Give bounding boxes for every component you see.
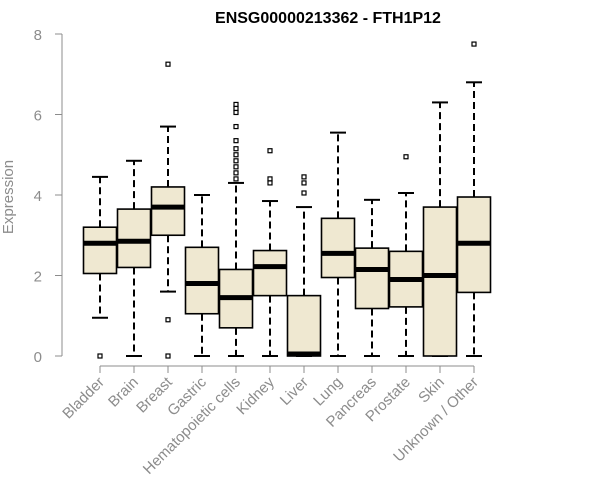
y-tick-label: 0 [34,349,42,366]
outlier-point [267,148,273,154]
outlier-point [233,123,239,130]
outlier-point [233,105,239,112]
outlier-point [233,146,239,152]
box-hematopoietic-cells [218,101,254,357]
outlier-point [301,174,307,180]
box-bladder [82,175,118,359]
box-iqr [286,294,322,357]
box-lung [320,131,356,357]
box-kidney [252,148,288,357]
outlier-point [267,176,273,182]
outlier-point [165,353,171,359]
outlier-point [233,158,239,164]
outlier-point [165,61,171,67]
box-iqr [150,186,186,237]
box-iqr [252,249,288,297]
box-breast [150,61,186,359]
outlier-point [233,176,239,182]
outlier-point [471,41,477,47]
x-tick-label: Bladder [59,374,108,423]
box-iqr [422,206,458,357]
outlier-point [301,190,307,196]
outlier-point [403,154,409,160]
outlier-point [97,353,103,359]
x-tick-label: Liver [277,374,312,409]
outlier-point [233,164,239,170]
y-tick-label: 2 [34,269,42,286]
box-iqr [116,208,152,269]
y-axis-label: Expression [0,160,17,234]
box-iqr [354,247,390,310]
outlier-point [233,109,239,116]
y-tick-label: 6 [34,108,42,125]
outlier-point [165,317,171,323]
outlier-point [233,152,239,158]
box-gastric [184,194,220,357]
y-tick-label: 8 [34,27,42,44]
box-prostate [388,154,424,357]
outlier-point [233,170,239,176]
outlier-point [267,180,273,186]
x-tick-label: Kidney [233,373,278,418]
y-axis: 0 2 4 6 8 [34,27,63,366]
boxes-group [82,41,492,359]
box-liver [286,174,322,357]
box-iqr [82,226,118,275]
box-brain [116,159,152,357]
outlier-point [233,101,239,108]
chart-title: ENSG00000213362 - FTH1P12 [215,10,441,27]
box-pancreas [354,198,390,357]
box-iqr [320,217,356,279]
box-iqr [184,246,220,315]
outlier-point [233,138,239,144]
box-unknown-other [456,41,492,357]
outlier-point [301,180,307,186]
box-skin [422,101,458,357]
y-tick-label: 4 [34,188,42,205]
